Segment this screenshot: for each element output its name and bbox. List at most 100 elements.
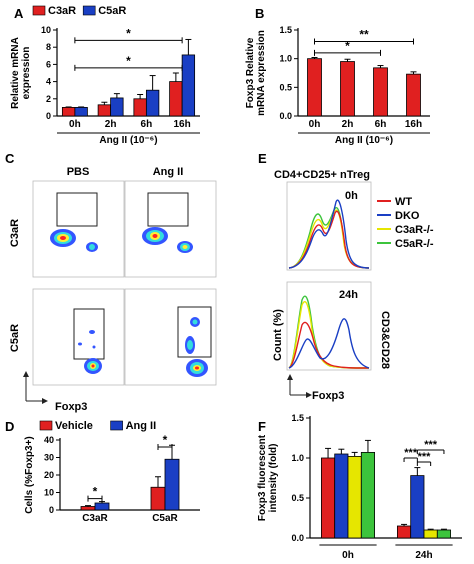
panel-e-histograms: CD4+CD25+ nTreg 0h 24h WT DKO C3aR-/- [272, 169, 434, 402]
legend-label-wt: WT [395, 196, 412, 208]
histogram-24h-frame [286, 281, 372, 371]
legend-label-dko: DKO [395, 210, 420, 222]
panel-c-x-axis-label: Foxp3 [55, 401, 87, 413]
histogram-0h-curves [288, 199, 370, 269]
chart-a-legend-label-0: C3aR [48, 5, 76, 17]
chart-a-bar-s0-c3 [169, 81, 183, 117]
chart-d-legend-label-0: Vehicle [55, 420, 93, 432]
chart-f-bar-s1-c1 [410, 475, 425, 539]
chart-a-ytick-label-1: 2 [46, 94, 51, 104]
chart-f-ytick-label-2: 1.0 [291, 453, 304, 463]
gate-angii-c3ar [147, 192, 189, 227]
chart-f-bar-s1-c0 [334, 453, 349, 539]
gate-pbs-c3ar [56, 192, 98, 227]
panel-e-y-label: Count (%) [272, 309, 284, 361]
chart-f-ytick-label-3: 1.5 [291, 413, 304, 423]
chart-b-ylabel-1: mRNA expression [256, 30, 267, 116]
chart-b-ytick-label-0: 0.0 [279, 111, 292, 121]
chart-b-bar-s0-c2 [373, 67, 388, 117]
density-pbs-c3ar [50, 229, 98, 252]
chart-b-category-label-2: 6h [375, 119, 387, 130]
chart-f-bar-s0-c1 [396, 525, 412, 539]
chart-f-bar-s2-c1 [423, 529, 438, 539]
flow-plot-pbs-c5ar [32, 288, 125, 386]
panel-c-row-c5ar: C5aR [9, 324, 21, 352]
panel-c-col-angii: Ang II [153, 166, 184, 178]
gate-pbs-c5ar [73, 308, 105, 360]
chart-d-ytick-label-1: 10 [44, 488, 54, 498]
chart-d-legend-swatch-1 [110, 420, 123, 431]
chart-d-category-label-1: C5aR [152, 513, 178, 524]
chart-d-ytick-label-2: 20 [44, 470, 54, 480]
chart-f-category-label-1: 24h [415, 550, 432, 561]
panel-c-axis-arrows [23, 371, 48, 404]
chart-f-sig-label-1: *** [418, 451, 432, 463]
panel-c-flow-plots: PBS Ang II C3aR C5aR [9, 166, 217, 413]
chart-b-ytick-label-3: 1.5 [279, 25, 292, 35]
chart-d-bar-s0-c0 [80, 506, 96, 511]
chart-b-ytick-label-1: 0.5 [279, 82, 292, 92]
chart-f-sig-label-2: *** [424, 439, 438, 451]
chart-a-bar-s0-c0 [61, 107, 76, 117]
chart-b-xlabel: Ang II (10⁻⁶) [335, 135, 393, 146]
chart-a-legend-swatch-1 [82, 5, 96, 16]
chart-a-bar-s1-c1 [110, 97, 124, 117]
panel-letter-e: E [258, 151, 267, 166]
histogram-0h-frame [286, 181, 372, 271]
flow-plot-angii-c3ar [124, 180, 217, 278]
chart-b-bar-s0-c3 [406, 73, 421, 117]
flow-plot-pbs-c3ar [32, 180, 125, 278]
chart-b-category-label-0: 0h [309, 119, 321, 130]
chart-b-category-label-1: 2h [342, 119, 354, 130]
chart-f-ylabel-1: intensity (fold) [268, 444, 279, 513]
legend-label-c5ar: C5aR-/- [395, 238, 434, 250]
chart-d-sig-label-1: * [163, 433, 168, 447]
chart-f-bar-s3-c1 [436, 529, 451, 539]
chart-f-ytick-label-1: 0.5 [291, 493, 304, 503]
chart-a-bar-s1-c3 [181, 54, 196, 117]
chart-d-bar-s1-c0 [94, 502, 110, 511]
density-pbs-c5ar [78, 330, 102, 374]
chart-a-category-label-3: 16h [174, 119, 191, 130]
chart-b: 0.0 0.5 1.0 1.5 Foxp3 Relative mRNA expressio… [245, 25, 430, 146]
chart-d-ylabel-0: Cells (%Foxp3+) [24, 436, 35, 514]
panel-letter-a: A [14, 6, 24, 21]
panel-letter-c: C [5, 151, 15, 166]
chart-d-ytick-label-4: 40 [44, 435, 54, 445]
legend-label-c3ar: C3aR-/- [395, 224, 434, 236]
panel-e-legend: WT DKO C3aR-/- C5aR-/- [377, 196, 434, 250]
chart-d-bar-s0-c1 [150, 486, 166, 511]
chart-d-ytick-label-3: 30 [44, 453, 54, 463]
panel-e-side-label: CD3&CD28 [379, 311, 391, 369]
chart-d-category-label-0: C3aR [82, 513, 108, 524]
chart-a-ytick-label-3: 6 [46, 59, 51, 69]
panel-e-axis-arrows [287, 374, 312, 398]
chart-a-ytick-label-4: 8 [46, 42, 51, 52]
chart-f-bar-s0-c0 [320, 457, 336, 539]
chart-a-sig-label-0: * [126, 26, 131, 40]
chart-b-ylabel-0: Foxp3 Relative [245, 37, 256, 108]
chart-a-ylabel-0: Relative mRNA [10, 37, 21, 109]
histogram-24h-curves [288, 295, 370, 369]
chart-a-legend-label-1: C5aR [98, 5, 126, 17]
chart-a-xlabel: Ang II (10⁻⁶) [99, 135, 157, 146]
panel-c-row-c3ar: C3aR [9, 219, 21, 247]
chart-b-category-label-3: 16h [405, 119, 422, 130]
chart-a-bar-s1-c2 [145, 89, 160, 117]
chart-d: 0 10 20 30 40 Cells (%Foxp3+) C3aR C5aR Vehicle A… [24, 420, 200, 524]
chart-a: 0 2 4 6 8 10 Relative mRNA expression 0h 2h 6h 16h A… [10, 5, 200, 146]
panel-e-x-label: Foxp3 [312, 390, 344, 402]
chart-a-category-label-0: 0h [69, 119, 81, 130]
chart-f-ytick-label-0: 0.0 [291, 533, 304, 543]
chart-d-ytick-label-0: 0 [49, 505, 54, 515]
chart-f-sig-label-0: *** [404, 447, 418, 459]
chart-b-ytick-label-2: 1.0 [279, 54, 292, 64]
histogram-0h-label: 0h [345, 190, 358, 202]
chart-a-ytick-label-2: 4 [46, 77, 51, 87]
chart-b-sig-label-0: ** [359, 27, 369, 41]
chart-a-sig-label-1: * [126, 54, 131, 68]
chart-f: 0.0 0.5 1.0 1.5 Foxp3 fluorescent intensity (… [257, 413, 462, 561]
chart-d-legend-swatch-0 [39, 420, 53, 431]
chart-a-ylabel-1: expression [21, 47, 32, 100]
